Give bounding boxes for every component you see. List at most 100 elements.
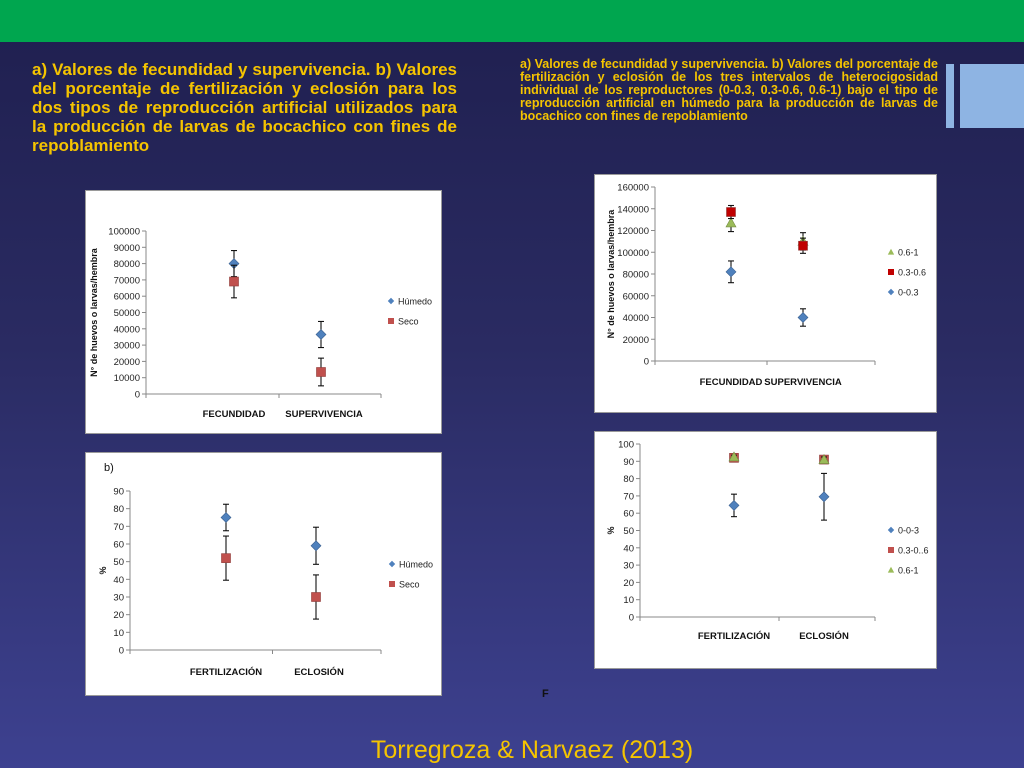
legend-label: 0.3-0..6 bbox=[898, 546, 929, 556]
decorative-bar-wide bbox=[960, 64, 1024, 128]
y-tick-label: 60000 bbox=[623, 291, 649, 302]
chart-panel-fertilization-type: 0 10 20 30 40 50 60 70 80 90 FERTILIZACIÓN ECLOSIÓN… bbox=[85, 452, 442, 696]
x-tick-label: ECLOSIÓN bbox=[294, 666, 344, 678]
y-tick-label: 0 bbox=[135, 390, 140, 401]
y-tick-label: 70 bbox=[113, 522, 124, 533]
y-tick-label: 30 bbox=[113, 593, 124, 604]
x-tick-label: FERTILIZACIÓN bbox=[190, 666, 262, 678]
x-tick-label: FECUNDIDAD bbox=[203, 409, 266, 420]
y-tick-label: 60 bbox=[113, 540, 124, 551]
data-point bbox=[798, 240, 808, 251]
data-point bbox=[818, 491, 830, 503]
y-tick-label: 70 bbox=[623, 491, 634, 502]
f-mark: F bbox=[542, 688, 549, 700]
y-tick-label: 50 bbox=[113, 557, 124, 568]
y-tick-label: 80000 bbox=[623, 270, 649, 281]
y-tick-label: 100000 bbox=[617, 248, 649, 259]
legend-marker bbox=[887, 526, 895, 534]
y-tick-label: 40 bbox=[623, 543, 634, 554]
legend-label: Seco bbox=[398, 317, 419, 327]
x-tick-label: FERTILIZACIÓN bbox=[698, 630, 770, 642]
x-tick-label: ECLOSIÓN bbox=[799, 630, 849, 642]
chart-fecundity-supervival-heterozygosity: 0 20000 40000 60000 80000 100000 120000 140000 1… bbox=[606, 183, 926, 389]
legend-label: Seco bbox=[399, 580, 420, 590]
legend-label: Húmedo bbox=[399, 560, 433, 570]
legend-marker bbox=[887, 566, 895, 573]
y-tick-label: 80 bbox=[623, 474, 634, 485]
x-tick-label: FECUNDIDAD bbox=[700, 377, 763, 388]
x-tick-label: SUPERVIVENCIA bbox=[764, 377, 842, 388]
data-point bbox=[310, 540, 322, 552]
y-tick-label: 50000 bbox=[114, 308, 140, 319]
legend-label: 0.6-1 bbox=[898, 566, 919, 576]
data-point bbox=[728, 499, 740, 511]
data-point bbox=[316, 367, 326, 377]
y-tick-label: 100000 bbox=[108, 227, 140, 238]
y-tick-label: 0 bbox=[629, 613, 634, 624]
caption-left: a) Valores de fecundidad y supervivencia… bbox=[32, 60, 457, 155]
y-tick-label: 20 bbox=[113, 610, 124, 621]
y-axis-label: N° de huevos o larvas/hembra bbox=[89, 247, 99, 377]
y-tick-label: 20000 bbox=[623, 335, 649, 346]
y-tick-label: 90 bbox=[623, 457, 634, 468]
data-point bbox=[797, 312, 809, 323]
chart-panel-fertilization-heterozygosity: 0 10 20 30 40 50 60 70 80 90 100 FERTILIZACIÓN ECLOS… bbox=[594, 431, 937, 669]
legend-marker bbox=[388, 318, 394, 324]
y-tick-label: 100 bbox=[618, 440, 634, 451]
data-point bbox=[726, 207, 736, 217]
legend-marker bbox=[887, 288, 895, 296]
y-tick-label: 80 bbox=[113, 504, 124, 515]
citation: Torregroza & Narvaez (2013) bbox=[370, 736, 694, 764]
y-tick-label: 10 bbox=[113, 628, 124, 639]
data-point bbox=[725, 217, 737, 228]
legend-label: Húmedo bbox=[398, 297, 432, 307]
y-tick-label: 120000 bbox=[617, 226, 649, 237]
legend-marker bbox=[888, 269, 894, 275]
x-tick-label: SUPERVIVENCIA bbox=[285, 409, 363, 420]
y-tick-label: 60 bbox=[623, 509, 634, 520]
chart-panel-fecundity-heterozygosity: 0 20000 40000 60000 80000 100000 120000 140000 1… bbox=[594, 174, 937, 413]
caption-right: a) Valores de fecundidad y supervivencia… bbox=[520, 57, 938, 123]
legend-label: 0.6-1 bbox=[898, 248, 919, 258]
y-tick-label: 40 bbox=[113, 575, 124, 586]
data-point bbox=[725, 266, 737, 278]
y-tick-label: 30000 bbox=[114, 341, 140, 352]
legend-marker bbox=[888, 547, 894, 553]
y-tick-label: 140000 bbox=[617, 204, 649, 215]
legend-marker bbox=[387, 297, 395, 305]
data-point bbox=[220, 512, 232, 523]
y-tick-label: 0 bbox=[644, 357, 649, 368]
chart-panel-fecundity-type: 0 10000 20000 30000 40000 50000 60000 70000 8000… bbox=[85, 190, 442, 434]
y-axis-label: N° de huevos o larvas/hembra bbox=[606, 209, 616, 339]
y-tick-label: 90 bbox=[113, 487, 124, 498]
legend-marker bbox=[389, 581, 395, 587]
data-point bbox=[315, 329, 327, 340]
top-accent-bar bbox=[0, 0, 1024, 42]
y-tick-label: 90000 bbox=[114, 243, 140, 254]
y-tick-label: 50 bbox=[623, 526, 634, 537]
data-point bbox=[818, 453, 830, 464]
chart-fertilization-hatching-heterozygosity: 0 10 20 30 40 50 60 70 80 90 100 FERTILIZACIÓN ECLOS… bbox=[606, 440, 929, 643]
y-tick-label: 20000 bbox=[114, 357, 140, 368]
chart-fertilization-hatching-type: 0 10 20 30 40 50 60 70 80 90 FERTILIZACIÓN ECLOSIÓN… bbox=[98, 462, 433, 678]
y-tick-label: 10000 bbox=[114, 373, 140, 384]
y-tick-label: 70000 bbox=[114, 275, 140, 286]
panel-label: b) bbox=[104, 462, 114, 474]
y-axis-label: % bbox=[606, 526, 616, 534]
y-tick-label: 10 bbox=[623, 595, 634, 606]
legend-label: 0-0-3 bbox=[898, 526, 919, 536]
y-tick-label: 40000 bbox=[114, 324, 140, 335]
data-point bbox=[229, 276, 239, 287]
y-axis-label: % bbox=[98, 566, 108, 574]
legend-marker bbox=[388, 560, 396, 568]
chart-fecundity-supervival-type: 0 10000 20000 30000 40000 50000 60000 70000 8000… bbox=[89, 227, 432, 421]
data-point bbox=[221, 553, 231, 563]
y-tick-label: 20 bbox=[623, 578, 634, 589]
legend-label: 0.3-0.6 bbox=[898, 268, 926, 278]
y-tick-label: 160000 bbox=[617, 183, 649, 194]
y-tick-label: 30 bbox=[623, 561, 634, 572]
y-tick-label: 0 bbox=[119, 646, 124, 657]
y-tick-label: 40000 bbox=[623, 313, 649, 324]
legend-marker bbox=[887, 248, 895, 255]
data-point bbox=[311, 592, 321, 602]
